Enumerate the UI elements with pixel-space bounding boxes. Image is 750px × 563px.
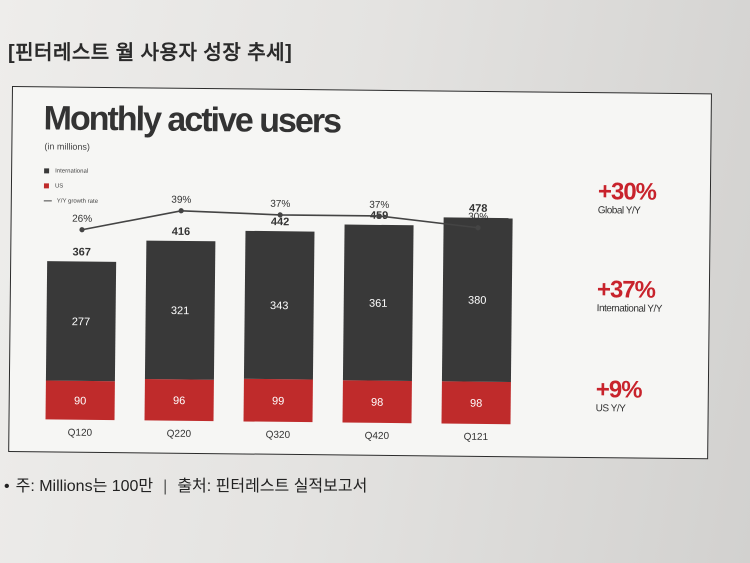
stat-us: +9% US Y/Y <box>595 376 642 415</box>
bar-us-Q120 <box>45 380 115 421</box>
label-international-Q121: 380 <box>468 295 486 307</box>
tick-label-Q320: Q320 <box>266 430 291 441</box>
label-us-Q420: 98 <box>371 397 383 409</box>
growth-label-Q220: 39% <box>171 195 191 206</box>
label-international-Q220: 321 <box>171 305 189 317</box>
bar-us-Q420 <box>342 380 412 424</box>
legend-swatch-international <box>44 168 50 174</box>
bar-international-Q120 <box>45 261 117 382</box>
page-heading: [핀터레스트 월 사용자 성장 추세] <box>8 42 293 64</box>
stat-international-value: +37% <box>596 276 656 304</box>
bar-international-Q220 <box>144 240 216 380</box>
stat-global: +30% Global Y/Y <box>597 178 657 217</box>
tick-label-Q420: Q420 <box>365 431 390 442</box>
bar-international-Q320 <box>243 230 315 380</box>
stat-global-value: +30% <box>597 178 657 206</box>
footnote: • 주: Millions는 100만 | 출처: 핀터레스트 실적보고서 <box>4 472 367 496</box>
chart-plot: 90 277 367 Q120 96 321 416 Q220 99 343 442 Q320 98 36… <box>45 195 513 443</box>
footnote-separator: | <box>163 478 168 495</box>
footnote-bullet: • <box>4 478 10 495</box>
chart-legend: International US Y/Y growth rate <box>43 163 99 209</box>
label-international-Q420: 361 <box>369 298 387 310</box>
bar-us-Q220 <box>144 379 214 422</box>
label-us-Q220: 96 <box>173 395 185 407</box>
stat-international-label: International Y/Y <box>596 303 663 315</box>
growth-point-Q120 <box>79 227 85 233</box>
label-us-Q120: 90 <box>74 395 86 407</box>
growth-point-Q420 <box>376 213 382 219</box>
bar-us-Q121 <box>441 381 511 425</box>
growth-point-Q320 <box>277 212 283 218</box>
label-us-Q121: 98 <box>470 398 482 410</box>
chart-panel: 90 277 367 Q120 96 321 416 Q220 99 343 442 Q320 98 36… <box>8 86 712 460</box>
legend-label-growth: Y/Y growth rate <box>56 197 99 205</box>
stat-us-value: +9% <box>595 376 642 404</box>
tick-label-Q120: Q120 <box>68 428 93 439</box>
growth-point-Q121 <box>475 225 481 231</box>
bar-international-Q420 <box>342 224 414 381</box>
growth-label-Q120: 26% <box>72 214 92 225</box>
footnote-note: 주: Millions는 100만 <box>15 478 154 495</box>
bar-international-Q121 <box>441 217 513 382</box>
legend-label-international: International <box>55 167 89 175</box>
label-total-Q120: 367 <box>73 246 91 258</box>
legend-label-us: US <box>54 182 64 190</box>
stat-international: +37% International Y/Y <box>596 276 663 315</box>
legend-line-growth <box>43 200 52 202</box>
label-international-Q120: 277 <box>72 316 90 328</box>
legend-item-growth: Y/Y growth rate <box>43 193 99 209</box>
label-total-Q121: 478 <box>469 203 487 215</box>
label-total-Q220: 416 <box>172 226 190 238</box>
chart-title: Monthly active users <box>43 99 341 141</box>
stat-global-label: Global Y/Y <box>597 205 641 217</box>
growth-label-Q121: 30% <box>468 212 488 223</box>
legend-item-us: US <box>43 178 98 194</box>
bar-us-Q320 <box>243 378 313 423</box>
legend-swatch-us <box>43 183 49 189</box>
label-us-Q320: 99 <box>272 395 284 407</box>
growth-label-Q420: 37% <box>369 200 389 211</box>
growth-point-Q220 <box>178 208 184 214</box>
label-international-Q320: 343 <box>270 300 288 312</box>
label-total-Q320: 442 <box>271 216 289 228</box>
stat-us-label: US Y/Y <box>595 403 626 415</box>
legend-item-international: International <box>44 163 98 179</box>
growth-label-Q320: 37% <box>270 199 290 210</box>
tick-label-Q121: Q121 <box>464 432 489 443</box>
footnote-source: 출처: 핀터레스트 실적보고서 <box>177 478 368 495</box>
tick-label-Q220: Q220 <box>167 429 192 440</box>
chart-subtitle: (in millions) <box>44 141 90 152</box>
